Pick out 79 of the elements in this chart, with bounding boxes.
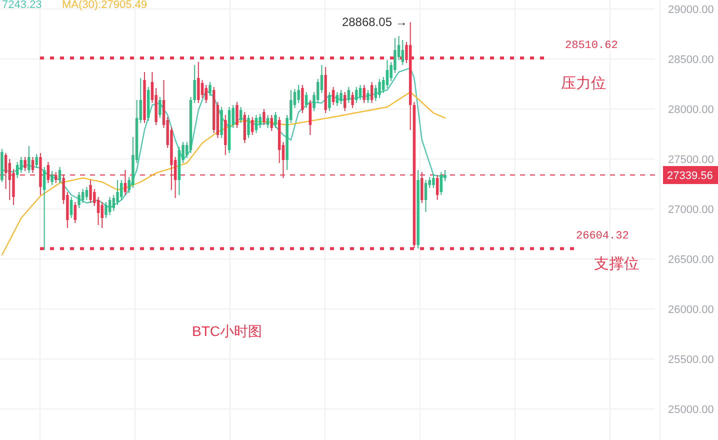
annotation: 7243.23	[2, 0, 42, 11]
candlestick	[340, 90, 342, 104]
candlestick	[42, 166, 46, 250]
candlestick	[436, 174, 439, 200]
candlestick	[401, 40, 404, 66]
candlestick	[336, 92, 338, 106]
candlestick	[120, 180, 123, 200]
candlestick	[432, 174, 435, 188]
ref-line-label: 26604.32	[576, 230, 629, 243]
candlestick	[20, 156, 23, 174]
y-tick-label: 26500.00	[668, 254, 714, 266]
y-tick-label: 25000.00	[668, 404, 714, 416]
candlestick	[440, 172, 443, 196]
candlestick	[328, 92, 331, 112]
y-tick-label: 25500.00	[668, 354, 714, 366]
candlestick	[347, 86, 350, 104]
candlestick	[343, 92, 346, 112]
candlestick	[112, 194, 116, 212]
candlestick	[274, 112, 277, 128]
y-tick-label: 26000.00	[668, 304, 714, 316]
candlestick	[81, 188, 84, 204]
candlestick	[200, 80, 204, 98]
y-tick-label: 28000.00	[668, 104, 714, 116]
candlestick	[301, 84, 304, 114]
candlestick	[378, 78, 381, 98]
ref-line-label: 28510.62	[565, 40, 618, 52]
candlestick	[304, 92, 308, 108]
candlestick	[204, 84, 208, 104]
candlestick	[266, 114, 270, 128]
candlestick	[358, 84, 362, 100]
candlestick	[74, 202, 76, 224]
candlestick	[104, 202, 108, 218]
candlestick	[35, 154, 38, 168]
annotation: 压力位	[561, 74, 606, 92]
candlestick	[197, 62, 200, 104]
candlestick	[108, 196, 112, 216]
candlestick	[89, 180, 92, 204]
line-series	[1, 91, 446, 256]
candlestick	[424, 180, 428, 212]
candlestick	[70, 196, 73, 218]
candlestick	[208, 82, 212, 96]
candlestick	[116, 180, 119, 206]
candlestick	[58, 166, 62, 184]
candlestick	[258, 114, 262, 128]
y-tick-label: 27000.00	[668, 204, 714, 216]
candlestick	[85, 186, 88, 200]
candlestick	[16, 162, 19, 178]
candlestick	[100, 202, 104, 228]
candlestick	[370, 82, 374, 104]
candlestick	[251, 116, 254, 136]
candlestick	[24, 156, 26, 172]
candlestick	[362, 84, 366, 104]
candlestick	[28, 146, 30, 174]
candlestick	[158, 96, 162, 118]
ref-line-label: 27339.56	[667, 170, 713, 182]
candlestick	[270, 114, 273, 132]
candlestick	[386, 60, 389, 88]
candlestick	[236, 102, 238, 128]
y-tick-label: 29000.00	[668, 4, 714, 16]
annotation: 支撑位	[594, 256, 639, 273]
candlestick	[247, 114, 250, 138]
candlestick	[332, 86, 335, 106]
candlestick	[50, 170, 54, 186]
candlestick	[308, 100, 312, 136]
candlestick	[355, 86, 358, 104]
annotation: 28868.05 →	[342, 15, 408, 30]
y-tick-label: 27500.00	[668, 154, 714, 166]
annotation: MA(30):27905.49	[62, 0, 147, 11]
candlestick	[193, 64, 196, 104]
annotation: BTC小时图	[192, 323, 262, 339]
candlestick	[297, 84, 300, 104]
candlestick	[366, 90, 370, 104]
candlestick	[254, 114, 258, 134]
y-tick-label: 28500.00	[668, 54, 714, 66]
candlestick	[78, 192, 80, 208]
candlestick	[374, 84, 378, 102]
candlestick	[239, 106, 242, 124]
candlestick	[262, 108, 266, 126]
candlestick	[351, 92, 354, 108]
